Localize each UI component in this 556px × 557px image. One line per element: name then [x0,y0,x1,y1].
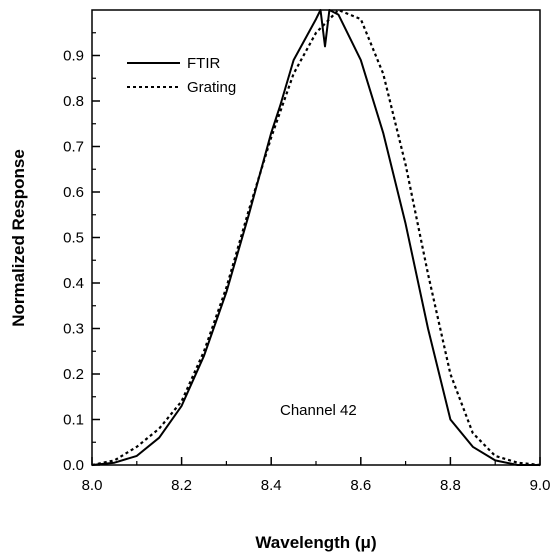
y-tick-label: 0.5 [63,230,84,247]
series-line-grating [91,8,541,467]
y-axis-title: Normalized Response [9,149,28,327]
y-tick-label: 0.0 [63,457,84,474]
x-tick-label: 8.2 [171,477,192,494]
y-tick-label: 0.1 [63,412,84,429]
x-tick-labels: 8.0 8.2 8.4 8.6 8.8 9.0 [82,477,551,494]
legend-label-grating: Grating [187,79,236,96]
y-tick-label: 0.9 [63,48,84,65]
x-axis-title: Wavelength (μ) [255,533,376,552]
y-tick-labels: 0.0 0.1 0.2 0.3 0.4 0.5 0.6 0.7 0.8 0.9 [63,48,84,475]
plot-frame [91,9,541,466]
legend: FTIR Grating [127,55,236,96]
channel-annotation: Channel 42 [280,402,357,419]
y-tick-label: 0.2 [63,366,84,383]
x-tick-label: 8.6 [350,477,371,494]
y-tick-label: 0.8 [63,93,84,110]
x-tick-label: 8.4 [261,477,282,494]
series-line-ftir [91,9,540,466]
x-tick-label: 8.8 [440,477,461,494]
y-tick-label: 0.4 [63,275,84,292]
axis-ticks [91,32,541,466]
x-tick-label: 8.0 [82,477,103,494]
legend-label-ftir: FTIR [187,55,220,72]
series-layer [91,8,541,467]
x-tick-label: 9.0 [530,477,551,494]
y-tick-label: 0.7 [63,139,84,156]
y-tick-label: 0.6 [63,184,84,201]
y-tick-label: 0.3 [63,321,84,338]
